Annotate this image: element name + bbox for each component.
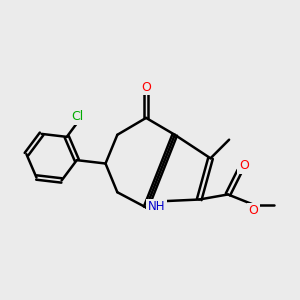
Text: O: O [248, 204, 258, 217]
Text: O: O [239, 159, 249, 172]
Text: NH: NH [148, 200, 165, 213]
Text: Cl: Cl [72, 110, 84, 123]
Text: O: O [141, 81, 151, 94]
